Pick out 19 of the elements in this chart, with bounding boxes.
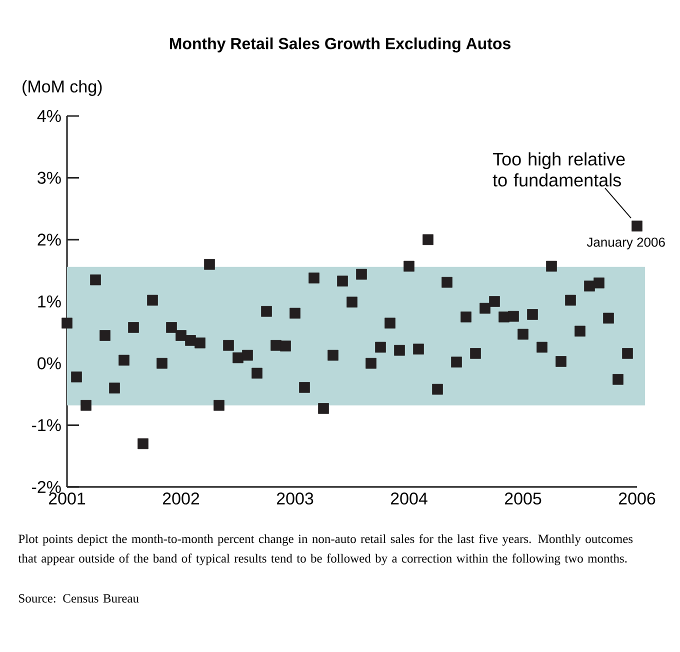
y-tick-label: 0% [38,357,61,370]
x-tick-label: 2001 [48,492,86,505]
x-tick-label: 2004 [390,492,428,505]
y-axis-title: (MoM chg) [22,80,102,96]
y-tick-label: 1% [38,296,61,308]
annotation: Too high relative to fundamentals [492,152,625,187]
text: Plot points depict the month-to-month percent change in non-auto retail sales for the last five years. Monthly outcomes that appear outside of the band of typical results tend to be followed by a correction within the following two months. [18,534,633,566]
y-tick-label: -2% [32,481,61,493]
annotation: January 2006 [586,238,665,250]
y-tick-label: 3% [38,172,61,184]
y-tick-label: 2% [38,234,61,246]
y-tick-label: 4% [37,110,61,122]
source-note: Source: Census Bureau [19,594,139,603]
x-tick-label: 2003 [276,492,314,505]
x-tick-label: 2002 [162,492,200,505]
y-tick-label: -1% [32,419,61,432]
x-tick-label: 2005 [504,492,542,505]
chart-title: Monthy Retail Sales Growth Excluding Autos [170,38,510,52]
x-tick-label: 2006 [618,492,656,505]
